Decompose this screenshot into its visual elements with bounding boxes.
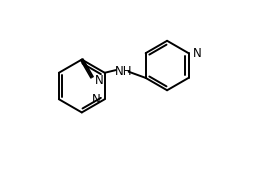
Text: NH: NH [115,64,132,78]
Text: N: N [92,93,100,106]
Text: N: N [94,74,103,87]
Text: N: N [193,47,201,60]
